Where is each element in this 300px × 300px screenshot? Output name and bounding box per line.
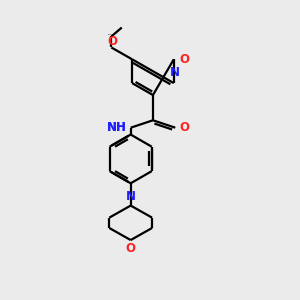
Text: NH: NH: [106, 121, 127, 134]
Text: O: O: [179, 121, 189, 134]
Text: N: N: [126, 190, 136, 203]
Text: N: N: [170, 66, 180, 79]
Text: O: O: [107, 35, 117, 48]
Text: methoxy: methoxy: [108, 34, 115, 35]
Text: O: O: [179, 53, 189, 66]
Text: NH: NH: [106, 121, 127, 134]
Text: O: O: [126, 242, 136, 255]
